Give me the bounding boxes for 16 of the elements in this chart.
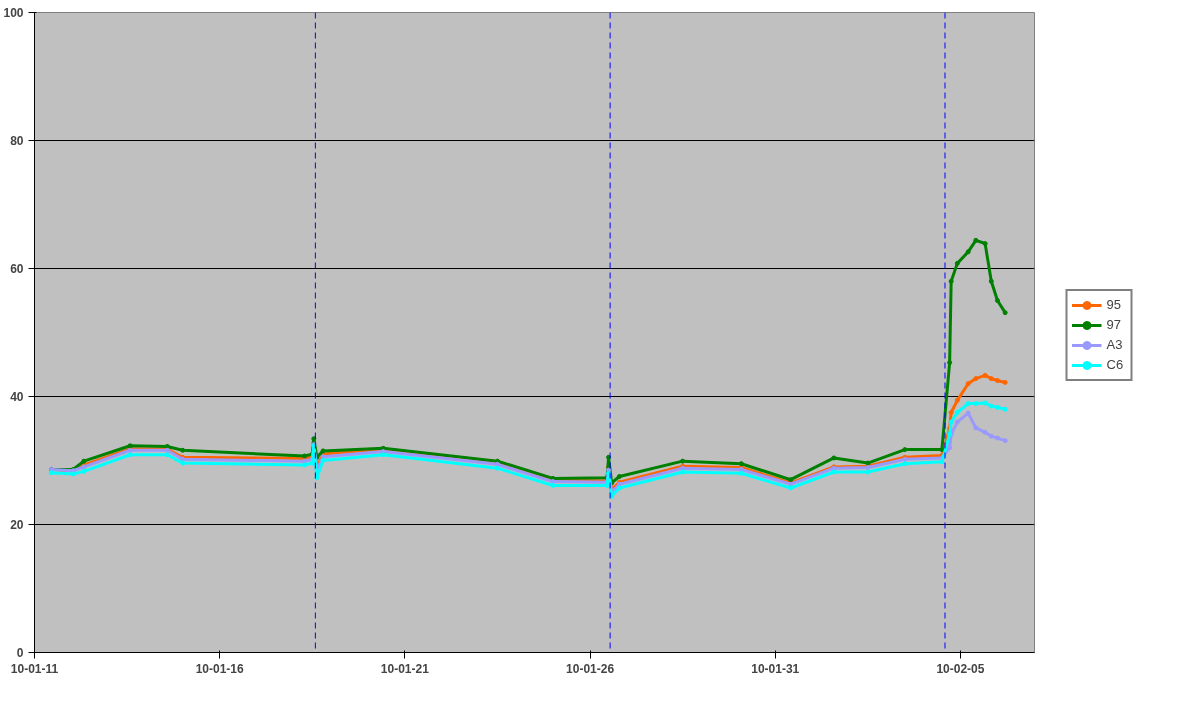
y-tick-label: 20 bbox=[10, 518, 24, 532]
x-tick-label: 10-01-31 bbox=[751, 661, 800, 676]
x-tick-label: 10-01-16 bbox=[195, 661, 245, 676]
x-tick-label: 10-02-05 bbox=[936, 661, 985, 676]
x-tick-label: 10-01-26 bbox=[566, 661, 615, 676]
legend-label: 97 bbox=[1106, 317, 1122, 332]
y-tick-label: 80 bbox=[10, 134, 24, 148]
y-tick-label: 100 bbox=[3, 6, 24, 20]
y-tick-label: 40 bbox=[10, 390, 24, 404]
y-tick-label: 60 bbox=[10, 262, 24, 276]
legend-label: A3 bbox=[1106, 337, 1124, 352]
legend-label: C6 bbox=[1106, 357, 1125, 372]
x-tick-label: 10-01-11 bbox=[10, 661, 59, 676]
y-tick-label: 0 bbox=[16, 646, 24, 660]
x-tick-label: 10-01-21 bbox=[380, 661, 430, 676]
legend-label: 95 bbox=[1106, 297, 1122, 312]
